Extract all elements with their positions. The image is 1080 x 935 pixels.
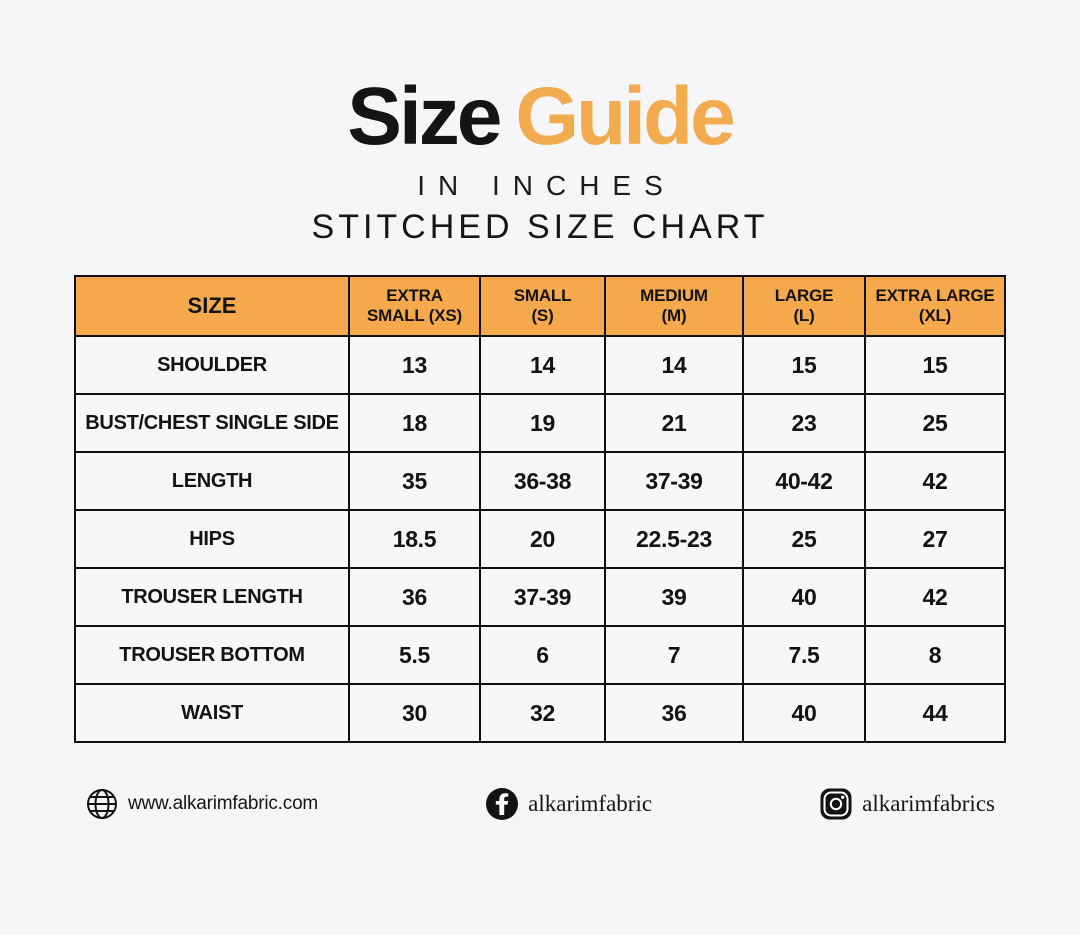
footer-facebook: alkarimfabric [485, 787, 652, 821]
column-header-large: LARGE (L) [742, 275, 866, 337]
size-value: 25 [742, 509, 866, 569]
row-label: TROUSER BOTTOM [74, 625, 350, 685]
size-value: 21 [604, 393, 744, 453]
size-value: 25 [864, 393, 1006, 453]
size-value: 39 [604, 567, 744, 627]
size-value: 30 [348, 683, 481, 743]
size-value: 42 [864, 451, 1006, 511]
size-value: 42 [864, 567, 1006, 627]
header: Size Guide IN INCHES STITCHED SIZE CHART [0, 0, 1080, 247]
size-value: 14 [604, 335, 744, 395]
table-row-shoulder: SHOULDER 13 14 14 15 15 [74, 335, 1006, 395]
facebook-handle: alkarimfabric [528, 791, 653, 816]
table-row-trouser-bottom: TROUSER BOTTOM 5.5 6 7 7.5 8 [74, 625, 1006, 685]
table-row-waist: WAIST 30 32 36 40 44 [74, 683, 1006, 743]
size-value: 8 [864, 625, 1006, 685]
size-value: 5.5 [348, 625, 481, 685]
column-header-extra-small: EXTRA SMALL (XS) [348, 275, 481, 337]
facebook-icon [486, 788, 519, 820]
subtitle-units: IN INCHES [417, 170, 676, 201]
size-value: 36 [604, 683, 744, 743]
size-table-header: SIZE EXTRA SMALL (XS) SMALL (S) MEDIUM (… [74, 275, 1006, 337]
size-value: 14 [479, 335, 606, 395]
size-value: 18 [348, 393, 481, 453]
size-value: 40-42 [742, 451, 866, 511]
size-value: 35 [348, 451, 481, 511]
header-row: SIZE EXTRA SMALL (XS) SMALL (S) MEDIUM (… [74, 275, 1006, 337]
size-value: 37-39 [604, 451, 744, 511]
size-value: 37-39 [479, 567, 606, 627]
size-value: 13 [348, 335, 481, 395]
footer-website: www.alkarimfabric.com [85, 787, 318, 821]
size-value: 40 [742, 567, 866, 627]
row-label: TROUSER LENGTH [74, 567, 350, 627]
size-value: 7.5 [742, 625, 866, 685]
row-label: WAIST [74, 683, 350, 743]
page-title: Size Guide [0, 76, 1080, 158]
row-label: SHOULDER [74, 335, 350, 395]
size-value: 7 [604, 625, 744, 685]
column-header-extra-large: EXTRA LARGE (XL) [864, 275, 1006, 337]
size-value: 27 [864, 509, 1006, 569]
size-value: 15 [864, 335, 1006, 395]
size-table: SIZE EXTRA SMALL (XS) SMALL (S) MEDIUM (… [74, 275, 1006, 743]
size-value: 6 [479, 625, 606, 685]
globe-icon [87, 789, 117, 819]
size-table-body: SHOULDER 13 14 14 15 15 BUST/CHEST SINGL… [74, 335, 1006, 743]
size-value: 23 [742, 393, 866, 453]
size-value: 36-38 [479, 451, 606, 511]
column-header-size: SIZE [74, 275, 350, 337]
footer: www.alkarimfabric.com alkarimfabric alka… [85, 787, 995, 821]
row-label: HIPS [74, 509, 350, 569]
size-value: 44 [864, 683, 1006, 743]
row-label: LENGTH [74, 451, 350, 511]
table-row-trouser-length: TROUSER LENGTH 36 37-39 39 40 42 [74, 567, 1006, 627]
size-value: 36 [348, 567, 481, 627]
size-value: 19 [479, 393, 606, 453]
size-value: 15 [742, 335, 866, 395]
column-header-medium: MEDIUM (M) [604, 275, 744, 337]
instagram-icon [820, 788, 852, 820]
size-value: 22.5-23 [604, 509, 744, 569]
size-value: 40 [742, 683, 866, 743]
size-value: 32 [479, 683, 606, 743]
subtitle-stitched-chart: STITCHED SIZE CHART [311, 208, 769, 246]
title-word-guide: Guide [515, 71, 735, 162]
size-value: 18.5 [348, 509, 481, 569]
footer-instagram: alkarimfabrics [819, 787, 995, 821]
table-row-hips: HIPS 18.5 20 22.5-23 25 27 [74, 509, 1006, 569]
title-word-size: Size [347, 71, 502, 162]
column-header-small: SMALL (S) [479, 275, 606, 337]
table-row-length: LENGTH 35 36-38 37-39 40-42 42 [74, 451, 1006, 511]
size-value: 20 [479, 509, 606, 569]
table-row-bust-chest: BUST/CHEST SINGLE SIDE 18 19 21 23 25 [74, 393, 1006, 453]
row-label: BUST/CHEST SINGLE SIDE [74, 393, 350, 453]
website-url: www.alkarimfabric.com [128, 793, 319, 814]
instagram-handle: alkarimfabrics [862, 791, 995, 816]
